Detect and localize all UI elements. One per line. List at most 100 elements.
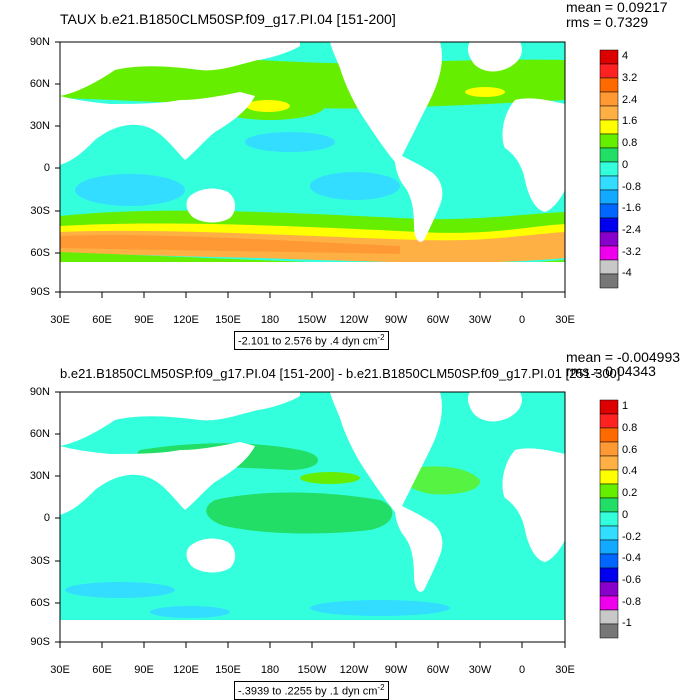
colorbar-swatch	[599, 91, 619, 107]
lat-label: 30S	[30, 205, 50, 217]
lon-label: 150W	[297, 314, 327, 326]
colorbar-tick-label: 0.8	[622, 422, 638, 434]
colorbar-bottom	[599, 399, 619, 639]
lat-label: 0	[43, 162, 50, 174]
lat-label: 0	[43, 512, 50, 524]
colorbar-tick-label: 0.2	[622, 487, 638, 500]
land-top	[60, 42, 565, 292]
colorbar-swatch	[599, 133, 619, 149]
colorbar-swatch	[599, 245, 619, 261]
lon-label: 90E	[134, 664, 154, 676]
lat-label: 60S	[30, 247, 50, 259]
lon-label: 90W	[384, 314, 408, 326]
colorbar-swatch	[599, 483, 619, 499]
colorbar-swatch	[599, 595, 619, 611]
lon-label: 180	[260, 664, 280, 676]
rms-value: rms = 0.7329	[566, 14, 649, 30]
lat-label: 30S	[30, 555, 50, 567]
colorbar-tick-label: 2.4	[622, 93, 638, 106]
colorbar-swatch	[599, 203, 619, 219]
colorbar-swatch	[599, 427, 619, 443]
colorbar-swatch	[599, 217, 619, 233]
lon-label: 120W	[339, 314, 369, 326]
lon-label: 60E	[92, 664, 112, 676]
colorbar-top	[599, 49, 619, 289]
contour-range-label: -2.101 to 2.576 by .4 dyn cm-2	[234, 331, 389, 350]
panel-bottom: b.e21.B1850CLM50SP.f09_g17.PI.04 [151-20…	[0, 350, 700, 700]
lon-label: 60W	[426, 664, 450, 676]
panel-top: TAUX b.e21.B1850CLM50SP.f09_g17.PI.04 [1…	[29, 0, 668, 350]
lon-label: 120W	[339, 664, 369, 676]
colorbar-tick-label: 4	[622, 50, 629, 63]
map-title: b.e21.B1850CLM50SP.f09_g17.PI.04 [151-20…	[60, 366, 621, 381]
colorbar-tick-label: -4	[622, 267, 632, 280]
colorbar-tick-label: -0.8	[622, 595, 641, 608]
colorbar-tick-label: -2.4	[622, 223, 641, 236]
colorbar-swatch	[599, 511, 619, 527]
colorbar-swatch	[599, 441, 619, 457]
colorbar-swatch	[599, 49, 619, 65]
colorbar-swatch	[599, 469, 619, 485]
colorbar-swatch	[599, 553, 619, 569]
colorbar-tick-label: 1	[622, 400, 629, 413]
colorbar-tick-label: 0.4	[622, 465, 638, 478]
land-bottom	[60, 392, 565, 642]
colorbar-tick-label: -1.6	[622, 202, 641, 215]
lon-label: 0	[518, 314, 526, 326]
lon-label: 30W	[468, 314, 492, 326]
colorbar-tick-label: -3.2	[622, 245, 641, 258]
colorbar-swatch	[599, 77, 619, 93]
colorbar-swatch	[599, 231, 619, 247]
colorbar-swatch	[599, 567, 619, 583]
lon-label: 120E	[173, 664, 199, 676]
colorbar-swatch	[599, 189, 619, 205]
lat-ticks-bottom	[55, 391, 60, 643]
colorbar-swatch	[599, 455, 619, 471]
colorbar-swatch	[599, 161, 619, 177]
lon-label: 180	[260, 314, 280, 326]
colorbar-swatch	[599, 175, 619, 191]
map-top	[55, 41, 619, 298]
lon-ticks-top	[59, 292, 566, 298]
colorbar-swatch	[599, 259, 619, 275]
colorbar-swatch	[599, 399, 619, 415]
colorbar-swatch	[599, 623, 619, 639]
lat-label: 30N	[29, 470, 50, 482]
lat-label: 90S	[30, 636, 50, 648]
colorbar-tick-label: -0.2	[622, 530, 641, 543]
contour-range-label: -.3939 to .2255 by .1 dyn cm-2	[234, 681, 389, 700]
colorbar-tick-label: 3.2	[622, 72, 638, 84]
lon-label: 0	[518, 664, 526, 676]
lon-label: 150E	[215, 314, 241, 326]
lon-label: 150W	[297, 664, 327, 676]
mean-value: mean = 0.09217	[566, 0, 668, 15]
colorbar-swatch	[599, 525, 619, 541]
lat-label: 90N	[29, 386, 50, 398]
colorbar-swatch	[599, 413, 619, 429]
lon-label: 90E	[134, 314, 154, 326]
lon-label: 30E	[50, 664, 70, 676]
lat-label: 60N	[29, 78, 50, 90]
lat-label: 90S	[30, 286, 50, 298]
colorbar-tick-label: -0.8	[622, 180, 641, 193]
lon-label: 30E	[555, 314, 575, 326]
colorbar-swatch	[599, 581, 619, 597]
colorbar-swatch	[599, 119, 619, 135]
colorbar-tick-label: -1	[622, 617, 632, 630]
mean-value: mean = -0.004993	[566, 349, 681, 365]
lon-label: 90W	[384, 664, 408, 676]
colorbar-swatch	[599, 273, 619, 289]
colorbar-tick-label: -0.4	[622, 552, 641, 565]
colorbar-swatch	[599, 539, 619, 555]
lon-label: 150E	[215, 664, 241, 676]
lon-label: 120E	[173, 314, 199, 326]
colorbar-tick-label: 0.6	[622, 443, 638, 456]
colorbar-swatch	[599, 609, 619, 625]
colorbar-swatch	[599, 147, 619, 163]
colorbar-tick-label: -0.6	[622, 573, 641, 586]
ocean-field-top	[60, 42, 565, 292]
lon-ticks-bottom	[59, 642, 566, 648]
colorbar-tick-label: 0	[622, 158, 629, 171]
lon-label: 60W	[426, 314, 450, 326]
colorbar-tick-label: 0	[622, 508, 629, 521]
